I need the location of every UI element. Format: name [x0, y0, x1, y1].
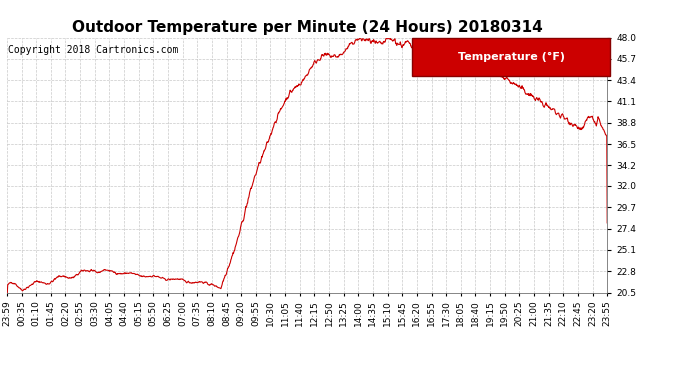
- Title: Outdoor Temperature per Minute (24 Hours) 20180314: Outdoor Temperature per Minute (24 Hours…: [72, 20, 542, 35]
- Text: Temperature (°F): Temperature (°F): [457, 52, 564, 62]
- Text: Copyright 2018 Cartronics.com: Copyright 2018 Cartronics.com: [8, 45, 179, 55]
- FancyBboxPatch shape: [412, 38, 610, 76]
